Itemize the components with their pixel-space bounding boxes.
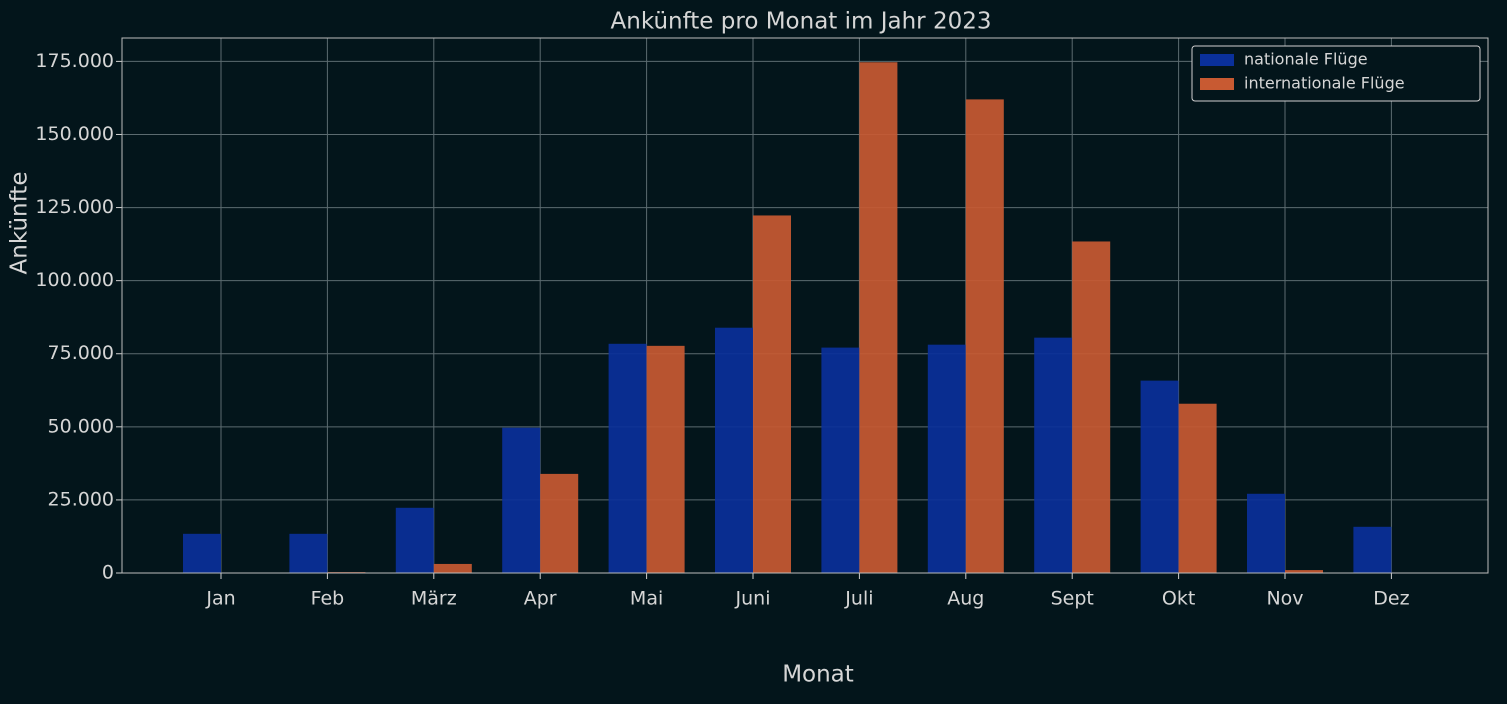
y-tick-label: 50.000 xyxy=(48,415,114,437)
x-tick-label: Nov xyxy=(1266,588,1303,610)
x-tick-label: Jan xyxy=(205,588,235,610)
y-tick-label: 75.000 xyxy=(48,342,114,364)
bar xyxy=(821,347,860,573)
y-axis-label: Ankünfte xyxy=(7,172,33,275)
bar xyxy=(646,345,685,573)
bar xyxy=(289,533,328,573)
x-tick-label: Juli xyxy=(844,588,873,610)
x-tick-label: März xyxy=(411,588,457,610)
legend: nationale Flüge internationale Flüge xyxy=(1191,45,1481,102)
y-tick-label: 25.000 xyxy=(48,488,114,510)
legend-swatch xyxy=(1200,78,1234,90)
x-tick-label: Feb xyxy=(311,588,345,610)
bar xyxy=(1140,380,1179,573)
x-tick-label: Apr xyxy=(524,588,557,610)
chart-title: Ankünfte pro Monat im Jahr 2023 xyxy=(611,9,992,35)
x-tick-label: Okt xyxy=(1162,588,1195,610)
legend-swatch xyxy=(1200,54,1234,66)
bar xyxy=(965,99,1004,574)
plot-frame xyxy=(121,37,1489,574)
bar xyxy=(859,62,898,574)
bar xyxy=(433,563,472,573)
y-tick-label: 175.000 xyxy=(35,50,114,72)
x-tick-label: Dez xyxy=(1373,588,1409,610)
bar xyxy=(395,507,434,573)
y-tick-label: 150.000 xyxy=(35,123,114,145)
bar xyxy=(1178,403,1217,573)
bar xyxy=(1072,241,1111,573)
x-axis-label: Monat xyxy=(782,662,854,688)
legend-box xyxy=(1191,45,1481,102)
bar xyxy=(1353,526,1392,573)
y-tick-label: 100.000 xyxy=(35,269,114,291)
bar xyxy=(1247,493,1285,573)
x-tick-label: Sept xyxy=(1051,588,1094,610)
y-tick-label: 0 xyxy=(102,562,114,584)
bar xyxy=(183,533,221,573)
x-tick-label: Aug xyxy=(947,588,984,610)
bar xyxy=(715,327,753,573)
y-tick-label: 125.000 xyxy=(35,196,114,218)
bar xyxy=(540,473,579,573)
legend-label: nationale Flüge xyxy=(1244,50,1368,69)
legend-label: internationale Flüge xyxy=(1244,74,1405,93)
bar xyxy=(753,215,791,573)
x-tick-label: Mai xyxy=(630,588,663,610)
bar xyxy=(927,344,966,573)
bar xyxy=(1285,570,1323,573)
x-tick-label: Juni xyxy=(735,588,771,610)
bar xyxy=(502,427,541,573)
bar xyxy=(1034,337,1073,573)
bar xyxy=(608,343,647,573)
